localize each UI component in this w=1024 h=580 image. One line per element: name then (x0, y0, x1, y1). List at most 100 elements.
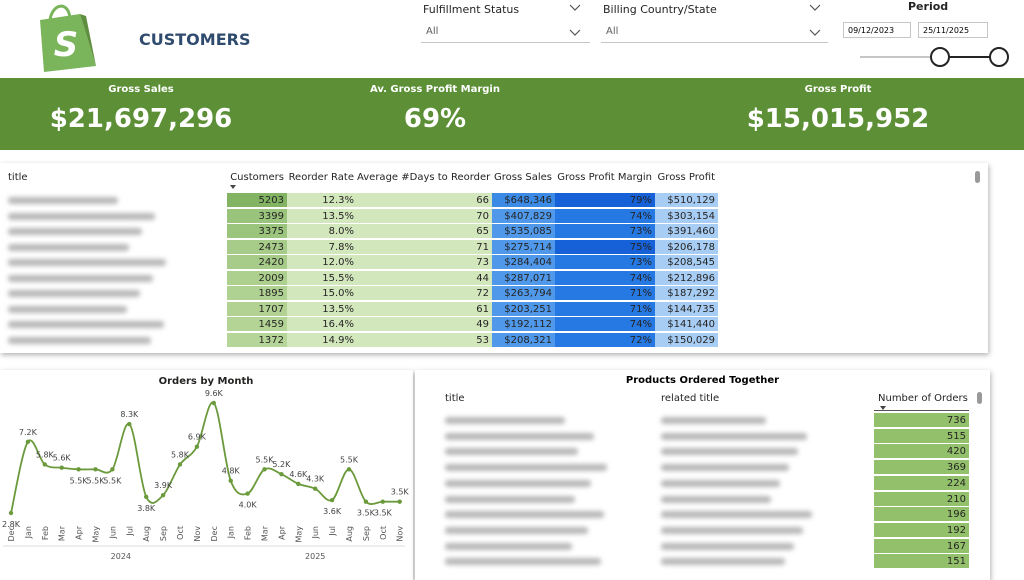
filter-dropdown[interactable]: All (601, 26, 828, 43)
blurred-title (8, 305, 127, 313)
blurred-title (8, 336, 151, 344)
data-label: 7.2K (19, 428, 38, 437)
point (380, 499, 385, 504)
blurred-title (445, 432, 594, 440)
scrollbar (977, 392, 982, 404)
x-tick-label: May (294, 526, 303, 543)
date-start[interactable]: 09/12/2023 (843, 22, 911, 38)
data-label: 5.5K (87, 476, 106, 485)
point (93, 467, 98, 472)
x-tick-label: Feb (244, 526, 253, 540)
blurred-title (445, 542, 572, 550)
table-cell: 8.0% (287, 224, 357, 239)
orders-chart-card: Orders by Month 2.8K Dec 7.2K Jan 5.8K Feb 5.6K… (0, 370, 413, 580)
svg-text:S: S (54, 25, 79, 65)
table-cell: 224 (874, 475, 969, 491)
table-cell: $203,251 (492, 301, 555, 317)
table-cell: 44 (357, 270, 492, 286)
data-label: 5.5K (103, 476, 122, 485)
date-end[interactable]: 25/11/2025 (918, 22, 988, 38)
point (59, 465, 64, 470)
column-header[interactable]: Customers (230, 172, 284, 183)
table-cell: 167 (874, 538, 969, 554)
column-header[interactable]: Number of Orders (878, 393, 968, 404)
data-label: 3.5K (391, 488, 410, 497)
x-tick-label: Mar (58, 525, 67, 541)
table-cell: 71% (555, 301, 655, 317)
filter-label: Billing Country/State (603, 3, 717, 16)
table-cell: 7.8% (287, 239, 357, 255)
point (8, 510, 14, 516)
table-cell: 71% (555, 286, 655, 301)
data-label: 3.5K (357, 509, 376, 518)
table-cell: $287,071 (492, 270, 555, 286)
table-cell: 16.4% (287, 317, 357, 332)
blurred-title (8, 259, 166, 266)
kpi-value: $15,015,952 (746, 104, 930, 134)
table-cell: 1372 (227, 332, 287, 348)
kpi-label: Av. Gross Profit Margin (370, 84, 500, 95)
table-cell: 72 (357, 286, 492, 301)
data-label: 4.6K (289, 470, 308, 479)
table-cell: 73% (555, 255, 655, 270)
kpi-value: $21,697,296 (49, 104, 233, 134)
point (397, 499, 402, 504)
table-cell: 192 (874, 522, 969, 538)
point (25, 439, 31, 445)
table-cell: 14.9% (287, 332, 357, 348)
blurred-related (661, 417, 766, 424)
blurred-related (661, 432, 807, 440)
column-header[interactable]: Average #Days to Reorder (357, 172, 491, 183)
blurred-title (445, 558, 601, 566)
data-label: 5.8K (171, 450, 190, 459)
x-tick-label: Aug (142, 526, 151, 542)
table-cell: 73% (555, 224, 655, 239)
kpi-label: Gross Sales (108, 84, 174, 95)
data-label: 3.6K (323, 507, 342, 516)
column-header[interactable]: title (445, 393, 465, 404)
table-cell: 73 (357, 255, 492, 270)
x-tick-label: Mar (261, 525, 270, 541)
x-tick-label: Jun (311, 526, 320, 540)
x-tick-label: Sep (362, 526, 371, 541)
data-label: 4.3K (306, 475, 325, 484)
point (346, 467, 352, 472)
x-tick-label: Apr (277, 525, 286, 540)
table-cell: 72% (555, 332, 655, 348)
table-cell: 3375 (227, 224, 287, 239)
table-cell: $407,829 (492, 208, 555, 224)
column-header[interactable]: Gross Profit (657, 172, 715, 183)
blurred-related (661, 464, 789, 472)
point (329, 497, 335, 503)
table-cell: 13.5% (287, 301, 357, 317)
x-tick-label: Sep (159, 526, 168, 541)
period-slider[interactable] (840, 44, 1020, 70)
column-header[interactable]: Gross Profit Margin (557, 172, 652, 183)
table-cell: 74% (555, 317, 655, 332)
table-cell: 196 (874, 507, 969, 523)
table-cell: $141,440 (655, 317, 718, 332)
column-header[interactable]: title (8, 172, 28, 183)
data-label: 8.3K (120, 410, 139, 419)
table-cell: $208,321 (492, 332, 555, 348)
sort-arrow (880, 406, 886, 410)
column-header[interactable]: Gross Sales (494, 172, 552, 183)
period-label: Period (908, 0, 949, 13)
x-tick-label: Dec (210, 526, 219, 541)
filter-value: All (606, 26, 619, 37)
sort-arrow (230, 185, 236, 189)
table-cell: 71 (357, 239, 492, 255)
point (144, 494, 149, 500)
column-header[interactable]: Reorder Rate (288, 172, 354, 183)
data-label: 5.5K (256, 455, 275, 464)
filter-dropdown[interactable]: All (421, 26, 590, 43)
x-tick-label: Aug (345, 526, 354, 542)
table-cell: $284,404 (492, 255, 555, 270)
table-cell: 74% (555, 208, 655, 224)
column-header[interactable]: related title (661, 393, 720, 404)
data-label: 3.8K (137, 504, 156, 513)
data-label: 3.5K (374, 509, 393, 518)
table-cell: $192,112 (492, 317, 555, 332)
point (194, 444, 200, 449)
